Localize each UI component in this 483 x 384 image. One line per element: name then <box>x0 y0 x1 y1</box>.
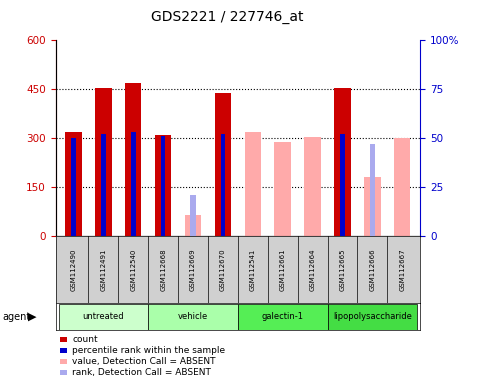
Bar <box>244 132 261 236</box>
Text: rank, Detection Call = ABSENT: rank, Detection Call = ABSENT <box>72 367 212 377</box>
Text: GDS2221 / 227746_at: GDS2221 / 227746_at <box>151 10 303 24</box>
Text: agent: agent <box>2 312 30 322</box>
Bar <box>95 88 112 236</box>
Text: percentile rank within the sample: percentile rank within the sample <box>72 346 226 355</box>
Text: GSM112661: GSM112661 <box>280 248 286 291</box>
Bar <box>334 88 351 236</box>
Bar <box>394 138 411 236</box>
Bar <box>65 132 82 236</box>
Text: GSM112664: GSM112664 <box>310 248 315 291</box>
Text: GSM112668: GSM112668 <box>160 248 166 291</box>
Bar <box>71 138 76 236</box>
Bar <box>369 144 375 236</box>
Text: ▶: ▶ <box>28 312 37 322</box>
Bar <box>215 93 231 236</box>
Bar <box>221 134 225 236</box>
Text: vehicle: vehicle <box>178 312 208 321</box>
Bar <box>161 136 166 236</box>
Bar <box>238 304 327 330</box>
Bar <box>148 304 238 330</box>
Text: galectin-1: galectin-1 <box>262 312 304 321</box>
Text: GSM112541: GSM112541 <box>250 248 256 291</box>
Text: lipopolysaccharide: lipopolysaccharide <box>333 312 412 321</box>
Text: GSM112540: GSM112540 <box>130 248 136 291</box>
Text: GSM112666: GSM112666 <box>369 248 375 291</box>
Bar <box>274 142 291 236</box>
Text: GSM112490: GSM112490 <box>71 248 76 291</box>
Bar <box>190 195 196 236</box>
Bar <box>185 215 201 236</box>
Text: GSM112491: GSM112491 <box>100 248 106 291</box>
Text: GSM112669: GSM112669 <box>190 248 196 291</box>
Text: GSM112670: GSM112670 <box>220 248 226 291</box>
Bar <box>155 135 171 236</box>
Text: untreated: untreated <box>83 312 124 321</box>
Bar <box>364 177 381 236</box>
Text: GSM112667: GSM112667 <box>399 248 405 291</box>
Bar <box>131 132 136 236</box>
Text: value, Detection Call = ABSENT: value, Detection Call = ABSENT <box>72 357 216 366</box>
Bar <box>327 304 417 330</box>
Text: count: count <box>72 335 98 344</box>
Bar <box>340 134 345 236</box>
Bar <box>304 137 321 236</box>
Bar <box>58 304 148 330</box>
Text: GSM112665: GSM112665 <box>340 248 345 291</box>
Bar <box>125 83 142 236</box>
Bar <box>101 134 106 236</box>
